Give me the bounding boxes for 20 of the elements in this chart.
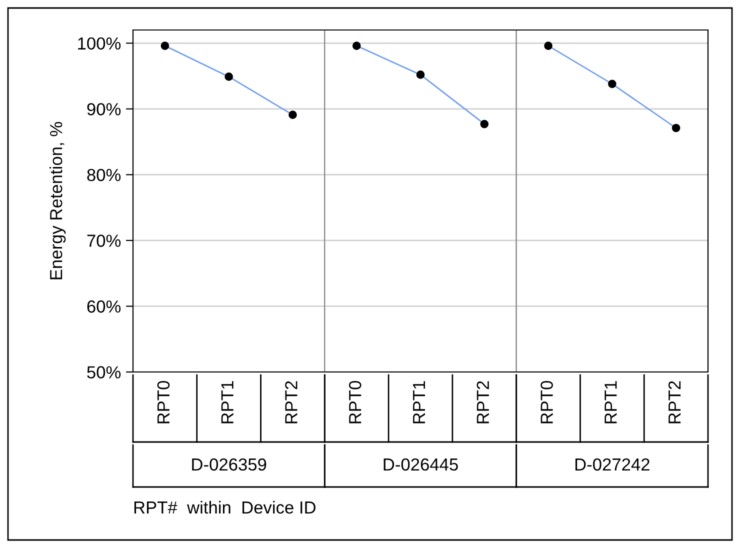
x-tick-label: RPT2	[668, 381, 681, 424]
y-tick-label: 100%	[78, 37, 121, 50]
x-axis-title: D-026359	[192, 458, 266, 471]
x-tick-label: RPT1	[604, 381, 617, 424]
x-axis-title: D-027242	[575, 458, 650, 471]
y-tick-label: 90%	[87, 103, 121, 116]
x-axis-title: D-026445	[384, 458, 458, 471]
y-tick-label: 80%	[87, 168, 121, 182]
x-tick-label: RPT0	[157, 381, 170, 424]
y-tick-label: 60%	[87, 300, 121, 313]
y-tick-label: 50%	[87, 366, 121, 378]
text: RPT# within Device ID	[134, 500, 316, 514]
x-tick-label: RPT2	[285, 381, 298, 424]
x-tick-label: RPT2	[476, 381, 489, 424]
x-tick-label: RPT1	[413, 381, 425, 424]
x-tick-label: RPT0	[540, 381, 553, 424]
y-axis-title: Energy Retention, %	[50, 122, 66, 280]
x-tick-label: RPT1	[221, 381, 234, 424]
x-tick-label: RPT0	[348, 381, 362, 424]
y-tick-label: 70%	[87, 234, 121, 247]
